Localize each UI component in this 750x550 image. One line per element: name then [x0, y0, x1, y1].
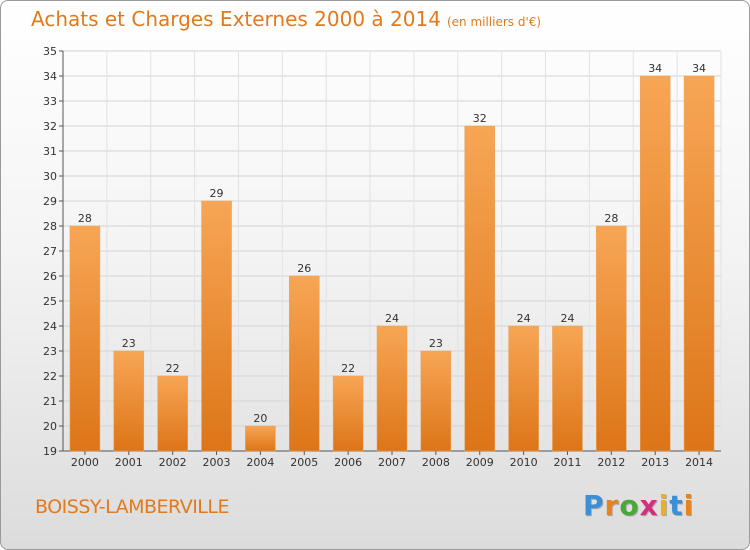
bar — [376, 325, 408, 452]
value-label: 34 — [648, 62, 662, 75]
y-tick-label: 26 — [43, 270, 57, 283]
value-label: 24 — [385, 312, 399, 325]
chart-title: Achats et Charges Externes 2000 à 2014 (e… — [31, 7, 541, 31]
logo-letter: x — [639, 489, 659, 522]
x-tick-label: 2002 — [159, 456, 187, 469]
proxiti-logo: Proxiti — [583, 489, 694, 522]
bar — [508, 325, 539, 452]
bar — [113, 350, 145, 452]
x-tick-label: 2004 — [246, 456, 274, 469]
logo-letter: o — [619, 489, 640, 522]
value-label: 22 — [166, 362, 180, 375]
logo-letter: P — [583, 489, 605, 522]
bar — [69, 225, 101, 452]
y-tick-label: 28 — [43, 220, 57, 233]
y-tick-label: 23 — [43, 345, 57, 358]
y-tick-label: 22 — [43, 370, 57, 383]
x-tick-label: 2008 — [422, 456, 450, 469]
x-tick-label: 2013 — [641, 456, 669, 469]
y-tick-label: 20 — [43, 420, 57, 433]
y-tick-label: 24 — [43, 320, 57, 333]
chart-title-text: Achats et Charges Externes 2000 à 2014 — [31, 7, 441, 31]
x-tick-label: 2011 — [553, 456, 581, 469]
y-tick-label: 21 — [43, 395, 57, 408]
x-tick-label: 2014 — [685, 456, 713, 469]
bar — [332, 375, 364, 452]
bar — [289, 275, 320, 452]
value-label: 28 — [604, 212, 618, 225]
y-tick-label: 31 — [43, 145, 57, 158]
x-tick-label: 2010 — [510, 456, 538, 469]
x-tick-label: 2006 — [334, 456, 362, 469]
logo-letter: t — [669, 489, 684, 522]
x-tick-label: 2003 — [203, 456, 231, 469]
value-label: 20 — [253, 412, 267, 425]
bar — [201, 200, 232, 452]
bar — [683, 75, 715, 452]
bar — [464, 125, 495, 452]
x-tick-label: 2001 — [115, 456, 143, 469]
bar — [552, 325, 583, 452]
logo-letter: r — [604, 489, 620, 522]
value-label: 32 — [473, 112, 487, 125]
y-tick-label: 30 — [43, 170, 57, 183]
value-label: 26 — [297, 262, 311, 275]
logo-letter: i — [683, 489, 695, 522]
value-label: 24 — [560, 312, 574, 325]
y-tick-label: 19 — [43, 445, 57, 458]
value-label: 29 — [210, 187, 224, 200]
place-name: BOISSY-LAMBERVILLE — [35, 496, 229, 518]
labels: 19 20 21 22 23 24 25 26 27 28 29 30 31 32 33 34 35 28 2000… — [43, 45, 713, 469]
bar — [157, 375, 188, 452]
x-tick-label: 2005 — [290, 456, 318, 469]
y-tick-label: 35 — [43, 45, 57, 58]
y-tick-label: 32 — [43, 120, 57, 133]
y-tick-label: 25 — [43, 295, 57, 308]
value-label: 28 — [78, 212, 92, 225]
y-tick-label: 27 — [43, 245, 57, 258]
x-tick-label: 2007 — [378, 456, 406, 469]
chart-unit: (en milliers d'€) — [446, 15, 542, 29]
x-tick-label: 2012 — [597, 456, 625, 469]
bar — [596, 225, 627, 452]
value-label: 24 — [517, 312, 531, 325]
value-label: 34 — [692, 62, 706, 75]
y-tick-label: 29 — [43, 195, 57, 208]
logo-letter: i — [658, 489, 670, 522]
bars — [69, 75, 715, 452]
bar — [245, 425, 276, 452]
x-tick-label: 2000 — [71, 456, 99, 469]
value-label: 23 — [122, 337, 136, 350]
bar — [420, 350, 452, 452]
value-label: 22 — [341, 362, 355, 375]
bar — [639, 75, 671, 452]
y-tick-label: 34 — [43, 70, 57, 83]
y-tick-label: 33 — [43, 95, 57, 108]
x-tick-label: 2009 — [466, 456, 494, 469]
value-label: 23 — [429, 337, 443, 350]
